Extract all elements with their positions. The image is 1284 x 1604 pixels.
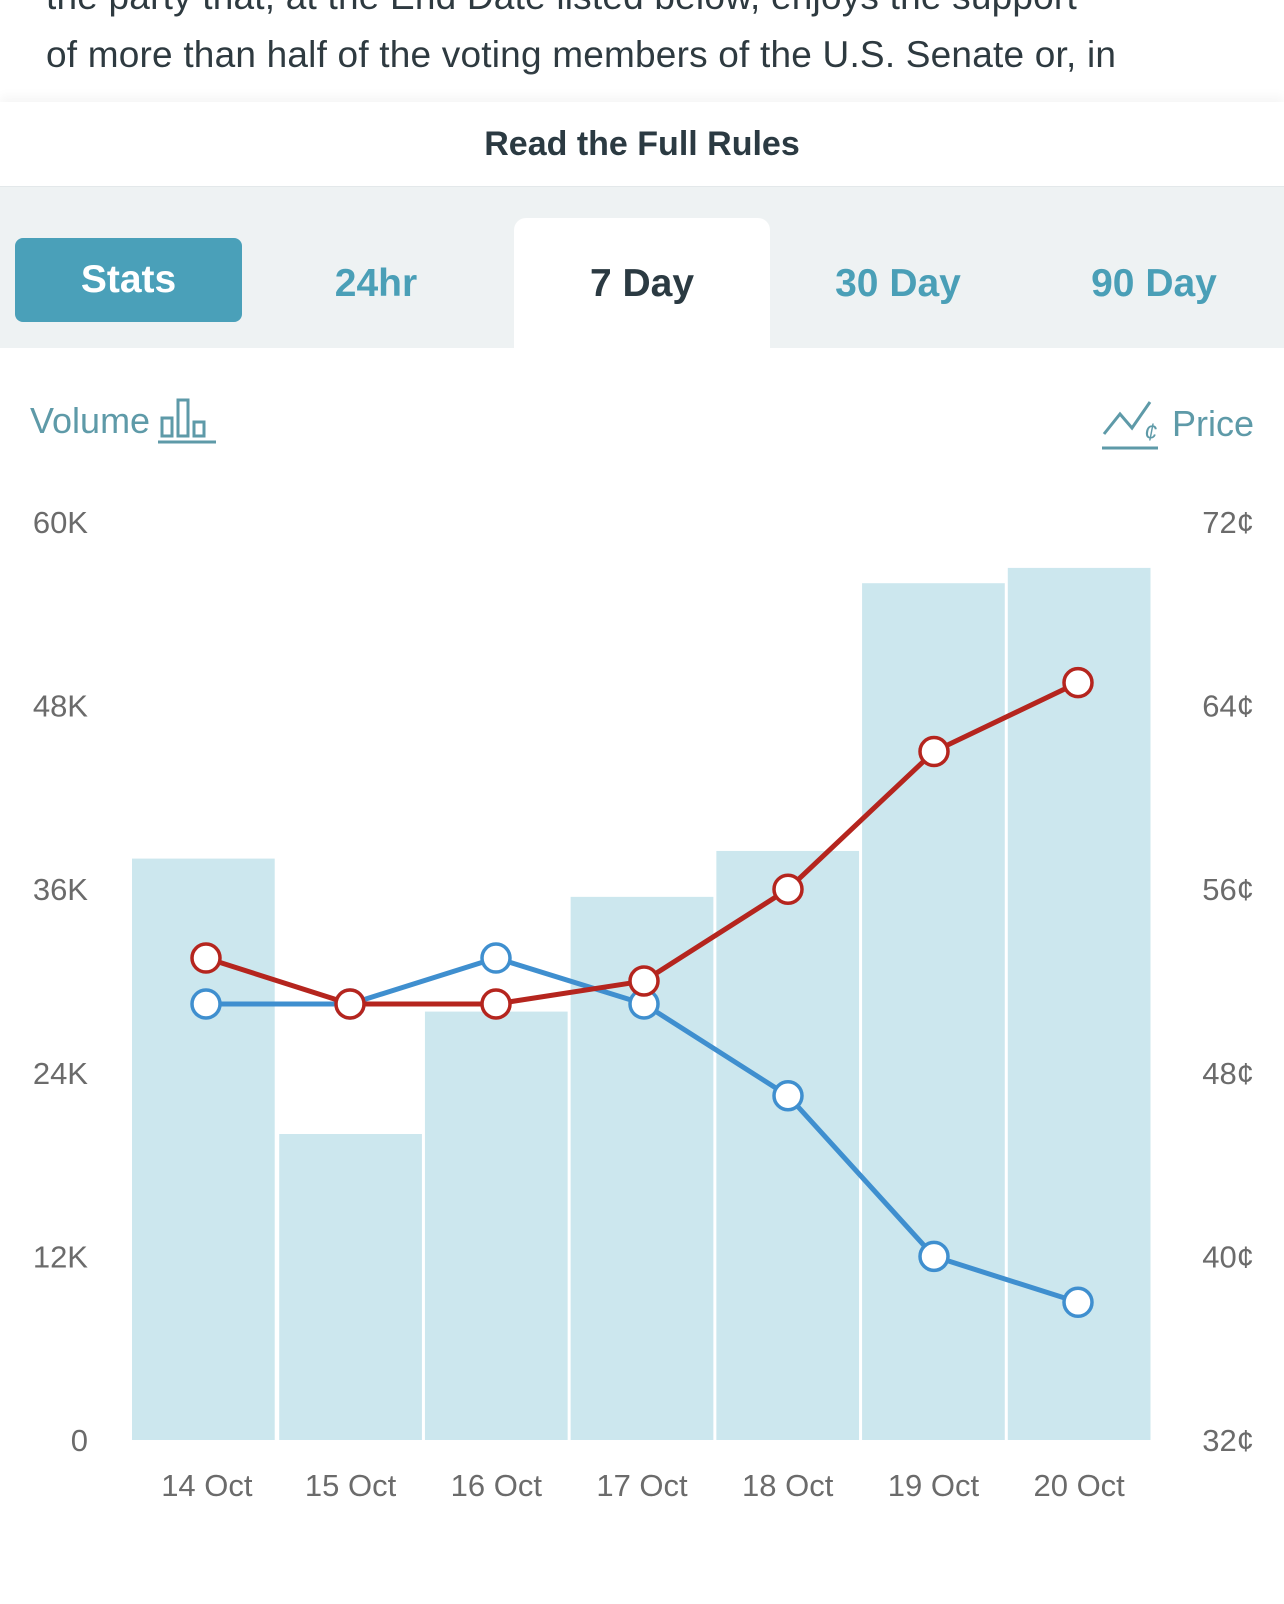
rules-text-line: of more than half of the voting members …: [46, 34, 1117, 75]
svg-text:¢: ¢: [1144, 419, 1157, 446]
rules-text-line: the party that, at the End Date listed b…: [46, 0, 1077, 18]
price-axis-tick: 40¢: [1202, 1239, 1254, 1274]
tab-label: 7 Day: [589, 262, 695, 305]
red-price-point: [918, 735, 950, 768]
price-axis-tick: 64¢: [1202, 689, 1254, 724]
rules-fade-overlay: [0, 72, 1284, 100]
price-volume-chart: 0 12K 24K 36K 48K 60K 32¢ 40¢ 48¢ 56¢ 64¢ 72¢ 14 Oct…: [33, 505, 1254, 1503]
x-axis-tick: 16 Oct: [451, 1468, 543, 1503]
price-line-icon: ¢: [1101, 401, 1158, 450]
tab-label: 24hr: [334, 262, 418, 305]
volume-bar: [279, 1134, 422, 1440]
red-price-point: [480, 988, 512, 1020]
tab-label: 30 Day: [835, 262, 961, 305]
rules-excerpt: the party that, at the End Date listed b…: [0, 0, 1284, 100]
price-legend-toggle[interactable]: ¢ Price: [1100, 396, 1254, 452]
blue-price-point: [480, 942, 512, 974]
x-axis-tick: 15 Oct: [305, 1468, 397, 1503]
red-price-point: [334, 988, 366, 1020]
red-price-point: [628, 965, 660, 997]
volume-bar: [716, 850, 860, 1440]
read-full-rules-button[interactable]: Read the Full Rules: [0, 102, 1284, 186]
volume-axis-tick: 60K: [33, 505, 88, 540]
tab-7-day[interactable]: 7 Day: [514, 218, 770, 350]
x-axis-tick: 14 Oct: [161, 1468, 253, 1503]
red-price-point: [1062, 666, 1094, 699]
volume-axis-tick: 0: [71, 1423, 88, 1458]
chart-area: 0 12K 24K 36K 48K 60K 32¢ 40¢ 48¢ 56¢ 64¢ 72¢ 14 Oct…: [0, 348, 1284, 1604]
price-axis-tick: 32¢: [1202, 1423, 1254, 1458]
bar-chart-icon: [158, 398, 217, 444]
volume-legend-toggle[interactable]: Volume: [30, 396, 218, 446]
blue-price-point: [1062, 1286, 1094, 1319]
volume-legend-label: Volume: [30, 400, 151, 441]
tab-30-day[interactable]: 30 Day: [770, 218, 1026, 350]
tab-90-day[interactable]: 90 Day: [1026, 218, 1282, 350]
volume-bar: [862, 583, 1005, 1440]
blue-price-point: [190, 988, 222, 1020]
blue-price-point: [918, 1240, 950, 1273]
price-axis-tick: 56¢: [1202, 872, 1254, 907]
tab-label: 90 Day: [1091, 262, 1217, 305]
red-price-point: [190, 942, 222, 974]
volume-axis-tick: 36K: [33, 872, 88, 907]
x-axis-tick: 17 Oct: [596, 1468, 688, 1503]
price-axis-tick: 72¢: [1202, 505, 1254, 540]
blue-price-point: [772, 1080, 804, 1112]
volume-axis-tick: 12K: [33, 1239, 88, 1274]
x-axis-tick: 19 Oct: [888, 1468, 980, 1503]
x-axis-tick: 20 Oct: [1033, 1468, 1125, 1503]
red-price-point: [772, 873, 804, 905]
tab-24hr[interactable]: 24hr: [248, 218, 504, 350]
volume-axis-tick: 24K: [33, 1056, 88, 1091]
tab-stats[interactable]: Stats: [15, 238, 242, 322]
volume-axis-tick: 48K: [33, 689, 88, 724]
chart-tab-bar: Stats 24hr 7 Day 30 Day 90 Day: [0, 186, 1284, 350]
price-axis-tick: 48¢: [1202, 1056, 1254, 1091]
price-legend-label: Price: [1171, 403, 1254, 444]
x-axis-tick: 18 Oct: [742, 1468, 834, 1503]
volume-bar: [424, 1011, 568, 1440]
